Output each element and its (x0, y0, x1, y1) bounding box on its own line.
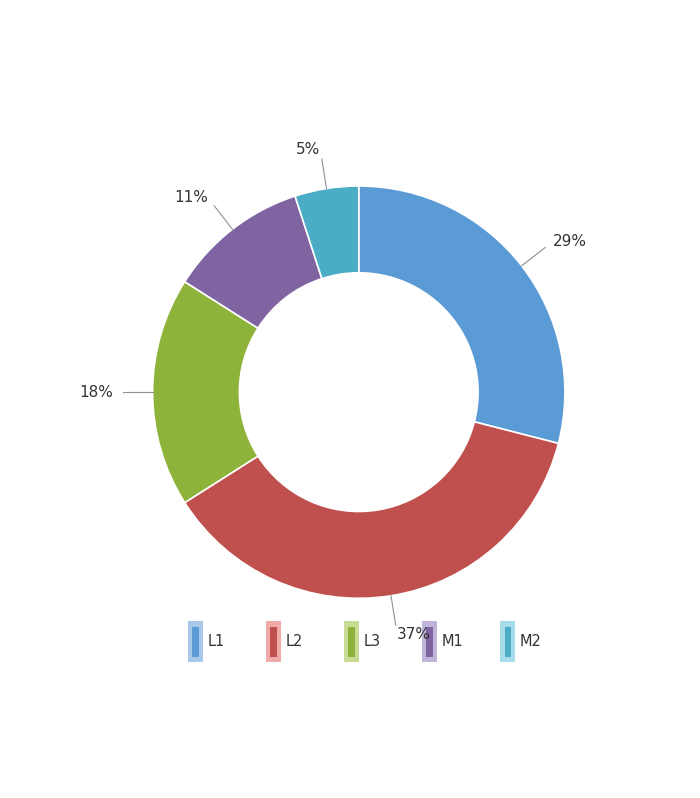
Text: L2: L2 (286, 634, 303, 650)
Bar (422, 622, 438, 662)
Text: M1: M1 (442, 634, 463, 650)
Bar (192, 626, 199, 657)
Text: 29%: 29% (553, 234, 587, 249)
Wedge shape (185, 422, 559, 598)
Text: 5%: 5% (296, 142, 321, 157)
Bar (188, 622, 203, 662)
Bar (505, 626, 511, 657)
Text: L3: L3 (363, 634, 381, 650)
Bar (349, 626, 355, 657)
Bar (500, 622, 515, 662)
Bar (270, 626, 276, 657)
Wedge shape (295, 186, 358, 279)
Bar (266, 622, 281, 662)
Text: L1: L1 (207, 634, 225, 650)
Wedge shape (153, 282, 258, 503)
Bar (344, 622, 359, 662)
Text: M2: M2 (520, 634, 542, 650)
Text: 11%: 11% (174, 191, 208, 205)
Wedge shape (185, 196, 322, 328)
Wedge shape (358, 186, 565, 444)
Text: 37%: 37% (397, 627, 431, 642)
Text: 18%: 18% (79, 385, 113, 400)
Bar (426, 626, 433, 657)
